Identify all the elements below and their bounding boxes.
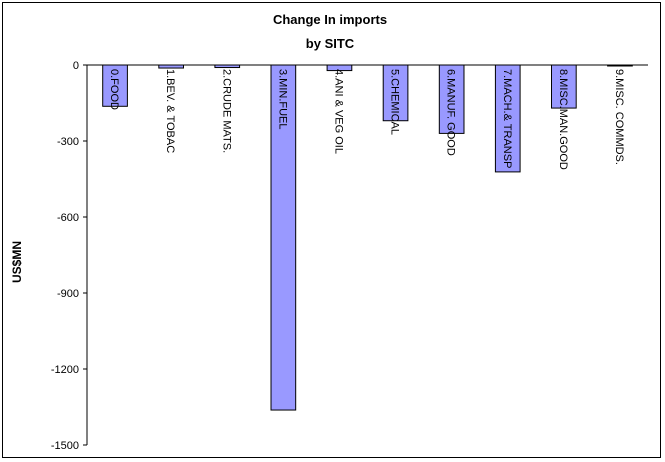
- category-label: 9.MISC. COMMDS.: [613, 69, 625, 165]
- y-tick-label: 0: [73, 60, 79, 72]
- category-label: 1.BEV. & TOBAC: [164, 69, 176, 153]
- chart-subtitle: by SITC: [306, 36, 355, 51]
- category-label: 8.MISC.MAN.GOOD: [557, 69, 569, 170]
- y-tick-label: -300: [57, 136, 79, 148]
- category-label: 2.CRUDE MATS.: [220, 69, 232, 153]
- y-tick-label: -900: [57, 288, 79, 300]
- y-axis-label: US$MN: [10, 241, 24, 283]
- bar-6: [438, 64, 465, 134]
- category-label-layer: 0.FOOD 1.BEV. & TOBAC 2.CRUDE MATS. 3.MIN.F…: [108, 69, 625, 170]
- chart-title: Change In imports: [273, 12, 387, 27]
- axes-layer: [86, 64, 648, 445]
- y-tick-label: -1200: [51, 364, 79, 376]
- category-label: 6.MANUF. GOOD: [445, 69, 457, 156]
- category-label: 0.FOOD: [108, 69, 120, 110]
- bars-layer: [102, 64, 633, 411]
- y-tick-layer: 0 -300 -600 -900 -1200 -1500: [51, 60, 87, 452]
- category-label: 3.MIN.FUEL: [276, 69, 288, 130]
- y-tick-label: -1500: [51, 440, 79, 452]
- category-label: 4.ANI & VEG OIL: [332, 69, 344, 154]
- bar-5: [382, 64, 409, 122]
- category-label: 7.MACH.& TRANSP: [501, 69, 513, 168]
- y-tick-label: -600: [57, 212, 79, 224]
- bar-0: [102, 64, 128, 107]
- category-label: 5.CHEMICAL: [389, 69, 401, 135]
